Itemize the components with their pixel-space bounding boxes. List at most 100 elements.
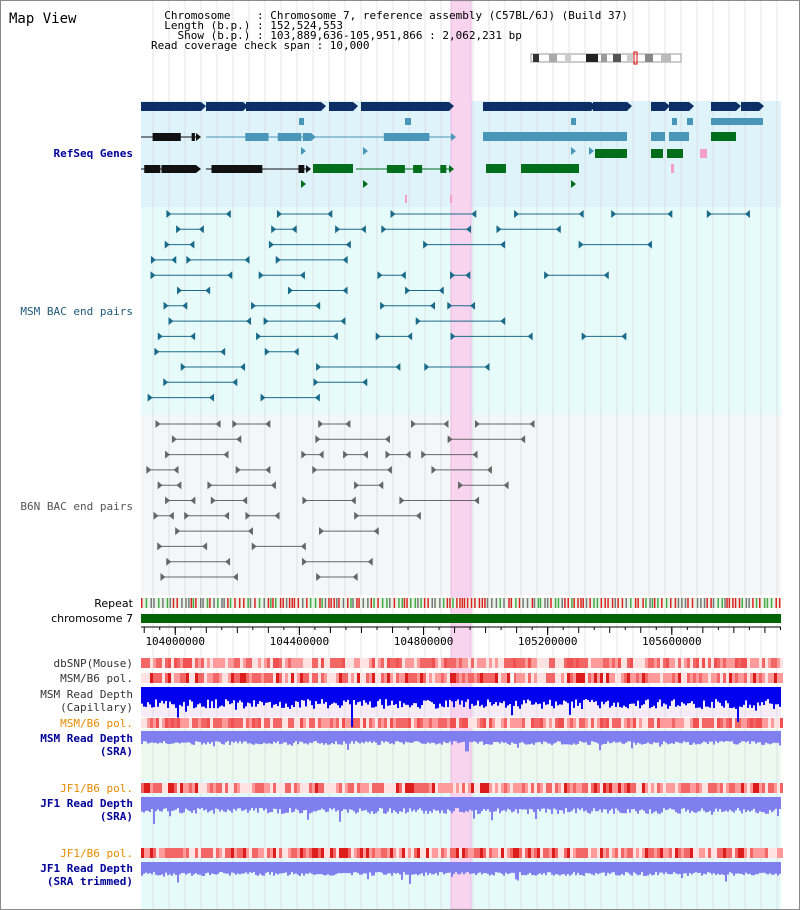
track-label-jf1-read-depth-sra[interactable]: JF1 Read Depth (SRA) (40, 797, 133, 823)
density-cell (444, 783, 447, 793)
density-cell (429, 783, 432, 793)
gene-block (329, 102, 353, 111)
density-cell (558, 718, 561, 728)
density-cell (327, 718, 330, 728)
track-label-msm-read-depth-cap[interactable]: MSM Read Depth (Capillary) (40, 688, 133, 714)
density-cell (192, 848, 195, 858)
depth-bar (447, 797, 449, 810)
depth-bar (385, 797, 387, 814)
density-cell (570, 658, 573, 668)
track-label-b6n-bac[interactable]: B6N BAC end pairs (20, 500, 133, 513)
depth-bar (663, 731, 665, 742)
density-cell (180, 658, 183, 668)
depth-bar (165, 797, 167, 809)
depth-bar (401, 862, 403, 880)
depth-bar (757, 862, 759, 875)
density-cell (537, 848, 540, 858)
density-cell (213, 848, 216, 858)
depth-bar (309, 862, 311, 873)
depth-bar (631, 797, 633, 810)
depth-bar (647, 862, 649, 876)
track-label-chromosome[interactable]: chromosome 7 (51, 612, 133, 625)
depth-bar (365, 797, 367, 810)
depth-bar (743, 797, 745, 810)
depth-bar (759, 687, 761, 706)
density-cell (444, 848, 447, 858)
density-cell (225, 673, 228, 683)
depth-bar (325, 862, 327, 876)
density-cell (534, 673, 537, 683)
bac-end-marker (578, 240, 584, 249)
density-cell (294, 848, 297, 858)
depth-bar (369, 797, 371, 814)
depth-bar (259, 862, 261, 874)
bac-end-marker (380, 301, 386, 310)
depth-bar (331, 731, 333, 743)
density-cell (309, 673, 312, 683)
depth-bar (423, 731, 425, 744)
depth-bar (177, 731, 179, 743)
track-label-msm-bac[interactable]: MSM BAC end pairs (20, 305, 133, 318)
depth-bar (363, 731, 365, 744)
depth-bar (271, 687, 273, 708)
bac-end-marker (367, 557, 373, 566)
track-label-repeat[interactable]: Repeat (94, 597, 133, 610)
depth-bar (489, 862, 491, 876)
depth-bar (387, 731, 389, 743)
depth-bar (263, 797, 265, 811)
depth-bar (299, 862, 301, 876)
bac-end-marker (405, 450, 411, 459)
depth-bar (233, 797, 235, 809)
repeat-element (389, 598, 391, 608)
density-cell (567, 783, 570, 793)
depth-bar (615, 731, 617, 743)
repeat-element (717, 598, 719, 608)
density-cell (468, 848, 471, 858)
density-cell (711, 673, 714, 683)
depth-bar (709, 731, 711, 742)
density-cell (681, 783, 684, 793)
track-label-jf1-b6-pol[interactable]: JF1/B6 pol. (60, 782, 133, 795)
track-label-msm-read-depth-sra[interactable]: MSM Read Depth (SRA) (40, 732, 133, 758)
depth-bar (509, 687, 511, 705)
depth-bar (667, 862, 669, 874)
depth-bar (621, 797, 623, 814)
density-cell (270, 658, 273, 668)
depth-bar (681, 731, 683, 744)
depth-bar (279, 797, 281, 810)
track-label-msm-b6-pol-sra[interactable]: MSM/B6 pol. (60, 717, 133, 730)
density-cell (774, 783, 777, 793)
density-cell (519, 673, 522, 683)
density-cell (321, 658, 324, 668)
gene-block (651, 149, 663, 158)
track-label-jf1-b6-pol-trimmed[interactable]: JF1/B6 pol. (60, 847, 133, 860)
density-cell (447, 673, 450, 683)
depth-bar (487, 797, 489, 810)
density-cell (423, 848, 426, 858)
depth-bar (439, 687, 441, 704)
depth-bar (537, 687, 539, 705)
bac-end-marker (166, 557, 172, 566)
density-cell (348, 848, 351, 858)
density-cell (525, 783, 528, 793)
depth-bar (149, 862, 151, 874)
depth-bar (609, 862, 611, 874)
density-cell (681, 718, 684, 728)
depth-bar (741, 797, 743, 814)
density-cell (741, 783, 744, 793)
depth-bar (325, 687, 327, 702)
track-label-msm-b6-pol[interactable]: MSM/B6 pol. (60, 672, 133, 685)
depth-bar (205, 687, 207, 709)
depth-bar (571, 797, 573, 811)
track-label-refseq[interactable]: RefSeq Genes (53, 147, 133, 160)
bac-end-marker (246, 317, 252, 326)
depth-bar (715, 797, 717, 809)
repeat-element (710, 598, 712, 608)
depth-bar (477, 862, 479, 874)
track-label-dbsnp[interactable]: dbSNP(Mouse) (53, 657, 133, 670)
depth-bar (489, 797, 491, 812)
track-label-jf1-read-depth-trimmed[interactable]: JF1 Read Depth (SRA trimmed) (40, 862, 133, 888)
depth-bar (755, 862, 757, 875)
depth-bar (441, 687, 443, 707)
